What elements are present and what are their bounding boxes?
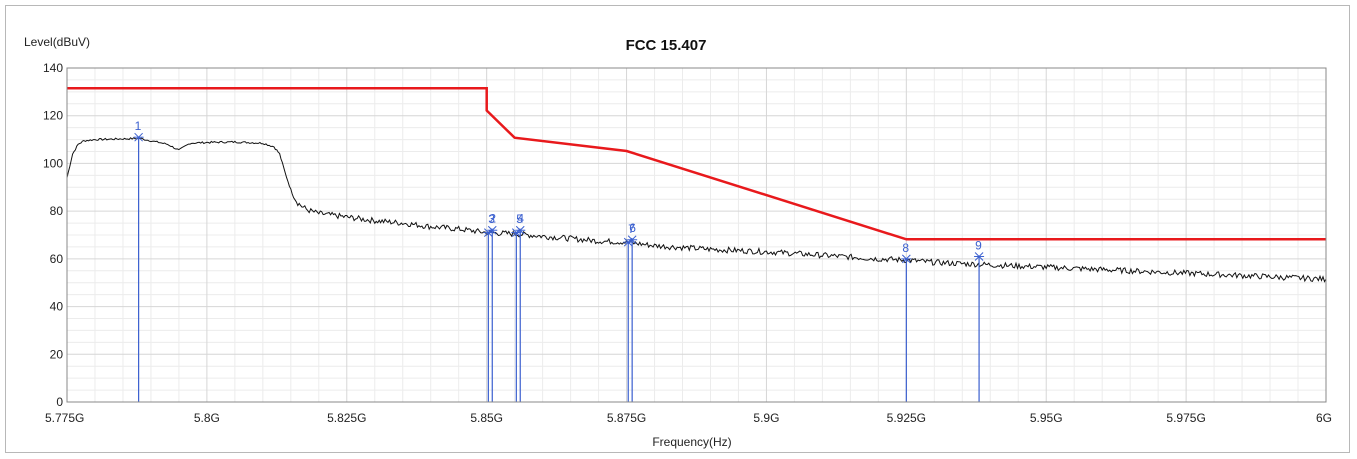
plot-border (66, 67, 1327, 403)
x-tick-label: 5.95G (1030, 411, 1063, 425)
x-tick-label: 5.85G (470, 411, 503, 425)
marker-label: 8 (902, 241, 909, 255)
y-tick-label: 80 (50, 204, 64, 218)
measurement-trace (66, 137, 1327, 283)
marker-label: 2 (489, 212, 496, 226)
y-tick-label: 20 (50, 347, 64, 361)
y-tick-label: 120 (43, 109, 63, 123)
marker-label: 1 (135, 119, 142, 133)
marker-label: 5 (516, 212, 523, 226)
limit-line (67, 87, 1326, 241)
x-tick-label: 6G (1316, 411, 1332, 425)
x-tick-label: 5.925G (887, 411, 926, 425)
y-tick-label: 60 (50, 252, 64, 266)
x-tick-label: 5.775G (45, 411, 84, 425)
limit-line-layer (67, 87, 1326, 241)
x-tick-label: 5.825G (327, 411, 366, 425)
x-tick-label: 5.9G (753, 411, 779, 425)
grid-layer (66, 67, 1327, 403)
tick-layer: 5.775G 5.8G 5.825G 5.85G 5.875G 5.9G 5.925G 5.9… (43, 61, 1332, 425)
marker-label: 4 (517, 212, 524, 226)
x-axis-title: Frequency(Hz) (652, 435, 731, 449)
marker-label: 6 (629, 221, 636, 235)
x-tick-label: 5.8G (194, 411, 220, 425)
chart-title: FCC 15.407 (626, 37, 707, 54)
chart-frame: Level(dBuV) FCC 15.407 Frequency(Hz) 5.7… (5, 5, 1350, 453)
x-tick-label: 5.875G (607, 411, 646, 425)
y-tick-label: 100 (43, 156, 63, 170)
marker-label: 3 (488, 212, 495, 226)
y-tick-label: 40 (50, 300, 64, 314)
measurement-trace-layer (66, 137, 1327, 283)
y-axis-title: Level(dBuV) (24, 35, 90, 49)
marker-label: 7 (628, 222, 635, 236)
marker-label: 9 (975, 238, 982, 252)
y-tick-label: 0 (56, 395, 63, 409)
spectrum-chart: Level(dBuV) FCC 15.407 Frequency(Hz) 5.7… (24, 35, 1332, 449)
x-tick-label: 5.975G (1166, 411, 1205, 425)
y-tick-label: 140 (43, 61, 63, 75)
